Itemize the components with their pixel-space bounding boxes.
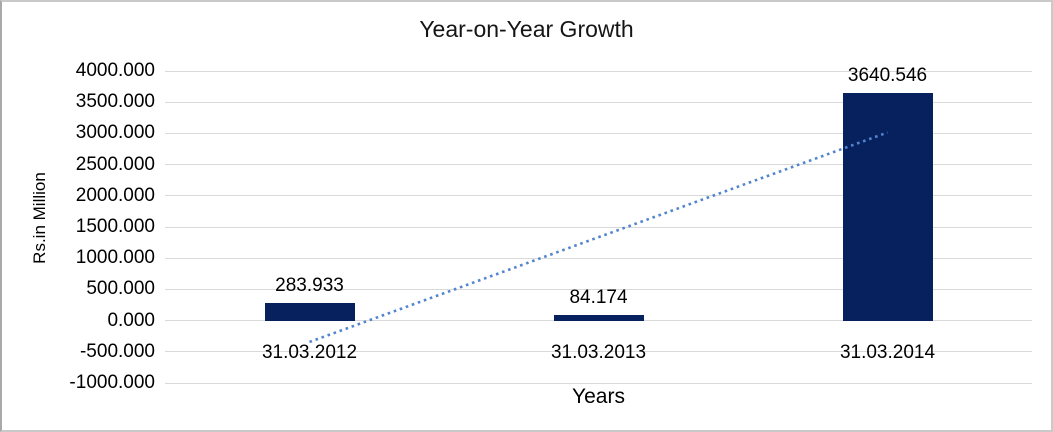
gridline — [165, 351, 1032, 353]
y-axis-tick-label: 1500.000 — [75, 216, 155, 237]
bar-data-label: 3640.546 — [847, 65, 928, 87]
chart-title: Year-on-Year Growth — [419, 16, 634, 42]
gridline — [165, 101, 1032, 103]
x-axis-title: Years — [572, 385, 625, 408]
y-axis-tick-label: 4000.000 — [75, 60, 155, 81]
y-axis-tick-label: 0.000 — [107, 309, 155, 331]
y-axis-tick-label: 3000.000 — [75, 122, 155, 144]
x-axis-category-label: 31.03.2013 — [550, 342, 647, 363]
y-axis-tick-label: -500.000 — [79, 340, 155, 362]
y-axis-tick-label: 2000.000 — [75, 184, 155, 206]
bar — [842, 93, 933, 321]
y-axis-tick-label: 2500.000 — [75, 153, 155, 175]
y-axis-tick-label: 1000.000 — [75, 247, 155, 269]
bar-data-label: 84.174 — [569, 287, 628, 309]
bar-data-label: 283.933 — [275, 274, 344, 296]
x-axis-category-label: 31.03.2014 — [839, 342, 936, 363]
bar — [553, 315, 644, 321]
x-axis-category-label: 31.03.2012 — [261, 342, 358, 363]
y-axis-tick-label: 500.000 — [86, 278, 155, 300]
gridline — [165, 70, 1032, 72]
bar — [264, 302, 355, 321]
y-axis-tick-label: 3500.000 — [75, 91, 155, 113]
y-axis-tick-label: -1000.000 — [69, 372, 155, 393]
gridline — [165, 382, 1032, 384]
